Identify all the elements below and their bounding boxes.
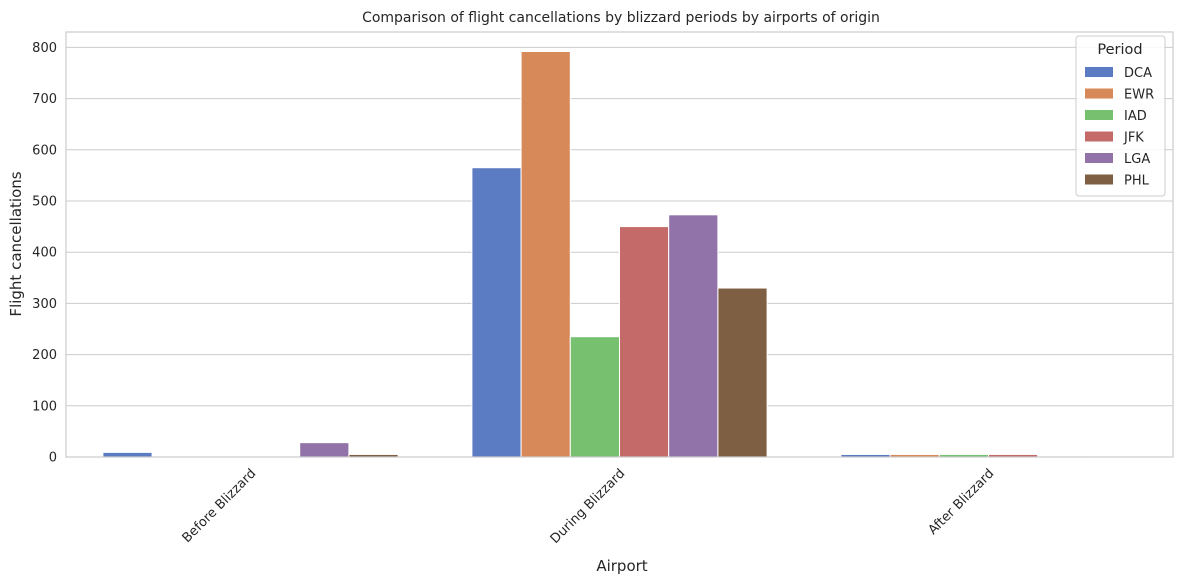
y-tick-label: 100 — [32, 399, 57, 414]
y-tick-label: 500 — [32, 195, 57, 210]
legend-swatch-ewr — [1085, 88, 1113, 99]
legend-swatch-lga — [1085, 153, 1113, 163]
y-tick-label: 300 — [32, 297, 57, 312]
y-tick-labels: 0 100 200 300 400 500 600 700 800 — [32, 41, 57, 466]
legend-label-dca: DCA — [1124, 66, 1152, 81]
legend-label-phl: PHL — [1124, 174, 1150, 189]
y-tick-label: 200 — [32, 348, 57, 363]
legend-title: Period — [1097, 42, 1142, 58]
y-tick-label: 800 — [32, 41, 57, 56]
legend-label-ewr: EWR — [1124, 88, 1154, 103]
y-tick-label: 700 — [32, 92, 57, 107]
x-tick-labels: Before Blizzard During Blizzard After Bliz… — [180, 466, 998, 547]
legend-swatch-dca — [1085, 67, 1113, 77]
x-axis-label: Airport — [596, 557, 647, 575]
chart-title: Comparison of flight cancellations by bl… — [362, 10, 880, 26]
bar-dca-during-blizzard — [471, 167, 522, 458]
legend-label-iad: IAD — [1124, 109, 1147, 124]
legend-swatch-phl — [1085, 174, 1113, 185]
legend-swatch-iad — [1085, 110, 1113, 120]
plot-frame — [65, 31, 1174, 458]
bar-dca-before-blizzard — [102, 451, 153, 458]
bar-lga-during-blizzard — [668, 214, 719, 458]
bar-jfk-during-blizzard — [619, 226, 670, 458]
x-tick-label: After Blizzard — [926, 466, 998, 538]
x-tick-label: Before Blizzard — [180, 466, 260, 546]
bar-phl-during-blizzard — [717, 287, 768, 458]
bar-lga-before-blizzard — [299, 442, 350, 458]
bars — [102, 51, 1137, 458]
legend-label-jfk: JFK — [1123, 131, 1144, 146]
bar-iad-during-blizzard — [569, 336, 620, 458]
legend-label-lga: LGA — [1124, 152, 1150, 167]
legend-swatch-jfk — [1085, 131, 1113, 142]
legend: Period DCA EWR IAD JFK LGA PHL — [1075, 35, 1166, 197]
bar-ewr-during-blizzard — [520, 51, 571, 458]
y-tick-label: 0 — [49, 451, 57, 466]
y-tick-label: 400 — [32, 246, 57, 261]
y-tick-label: 600 — [32, 143, 57, 158]
y-axis-label: Flight cancellations — [7, 171, 25, 316]
x-tick-label: During Blizzard — [548, 466, 629, 547]
